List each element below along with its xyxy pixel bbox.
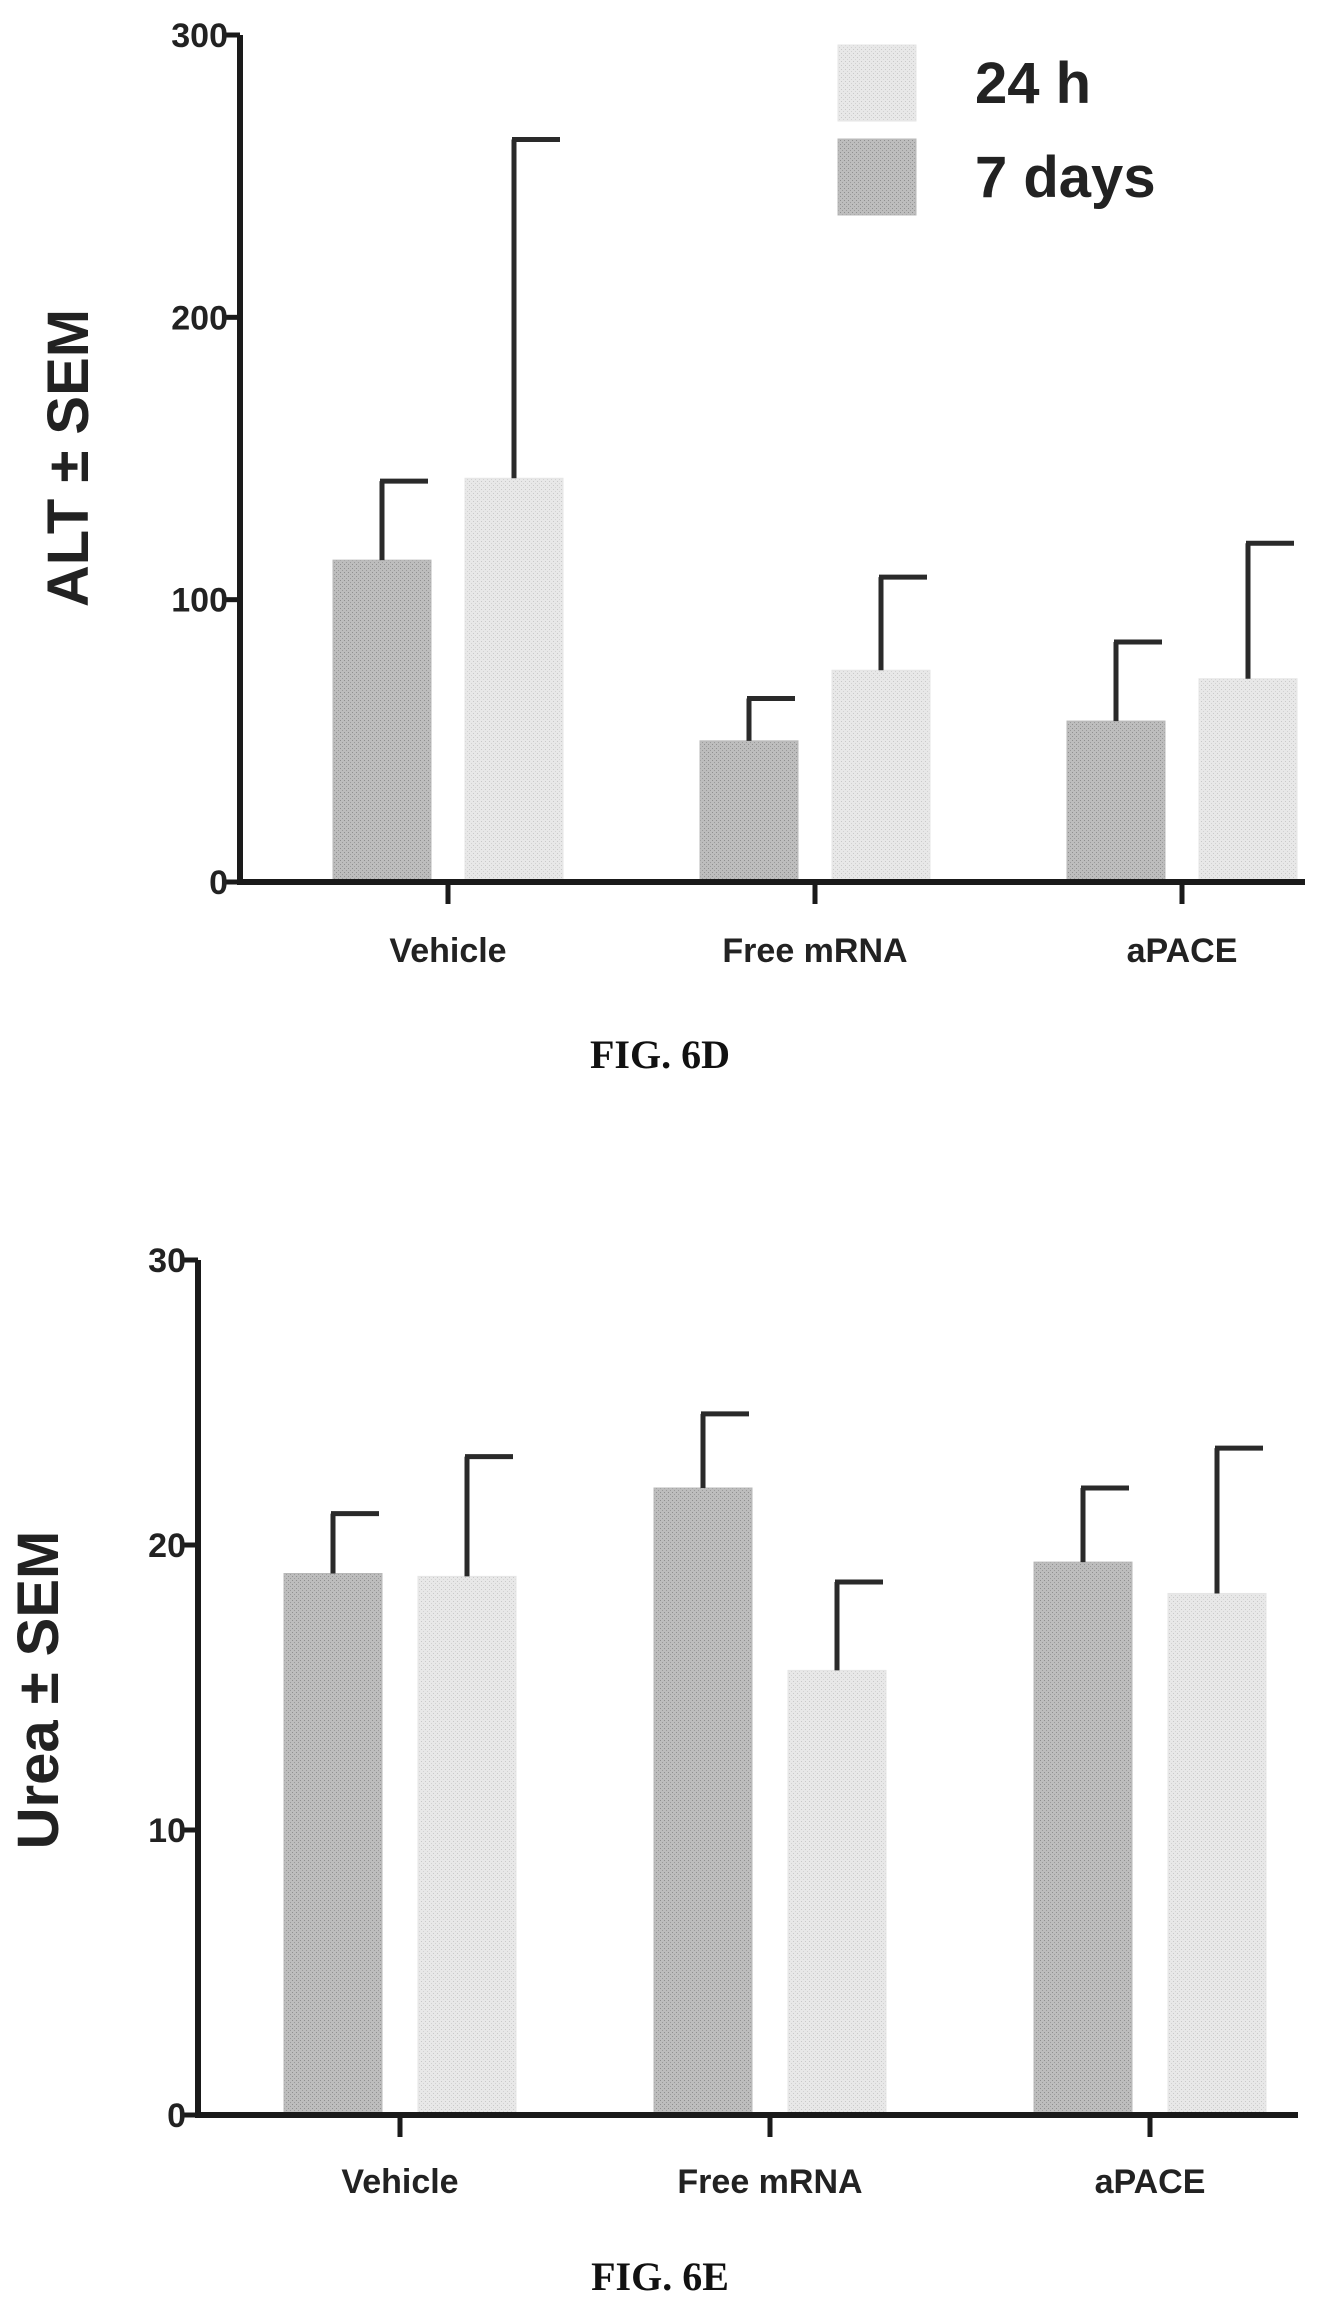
bar-1-apace <box>1033 1561 1133 2116</box>
category-label: aPACE <box>1095 2163 1206 2201</box>
y-axis-label: Urea ± SEM <box>6 1531 71 1850</box>
y-tick-label: 0 <box>209 864 228 902</box>
category-label: aPACE <box>1127 932 1238 970</box>
legend-label: 24 h <box>975 51 1091 116</box>
bar-1-free-mrna <box>699 740 799 883</box>
bar-1-vehicle <box>332 559 432 883</box>
bar-2-vehicle <box>464 477 564 883</box>
bar-2-apace <box>1198 678 1298 883</box>
bar-2-apace <box>1167 1592 1267 2116</box>
bar-2-free-mrna <box>831 669 931 883</box>
bar-1-free-mrna <box>653 1487 753 2116</box>
y-tick-label: 20 <box>148 1527 186 1565</box>
category-label: Free mRNA <box>722 932 907 970</box>
y-tick-label: 200 <box>171 299 228 337</box>
y-tick-label: 30 <box>148 1242 186 1280</box>
category-label: Free mRNA <box>677 2163 862 2201</box>
bar-1-vehicle <box>283 1573 383 2116</box>
urea-bar-chart: 0 10 20 30 Vehicle Free mRNA aPACE Urea ± SEM <box>6 1242 1298 2201</box>
category-label: Vehicle <box>341 2163 458 2201</box>
bar-2-vehicle <box>417 1575 517 2116</box>
y-tick-label: 300 <box>171 17 228 55</box>
caption-fig-6d: FIG. 6D <box>590 1032 730 1077</box>
legend-swatch <box>837 44 917 122</box>
legend-label: 7 days <box>975 145 1156 210</box>
y-tick-label: 10 <box>148 1812 186 1850</box>
caption-fig-6e: FIG. 6E <box>591 2254 729 2299</box>
legend-swatch <box>837 138 917 216</box>
y-tick-label: 100 <box>171 582 228 620</box>
alt-bar-chart: 0 100 200 300 Vehicle Free mRNA aPACE ALT ± SEM… <box>36 17 1305 970</box>
y-tick-label: 0 <box>167 2097 186 2135</box>
bar-1-apace <box>1066 720 1166 883</box>
bar-2-free-mrna <box>787 1669 887 2116</box>
y-axis-label: ALT ± SEM <box>36 309 101 607</box>
legend: 24 h 7 days <box>837 44 1156 216</box>
category-label: Vehicle <box>389 932 506 970</box>
